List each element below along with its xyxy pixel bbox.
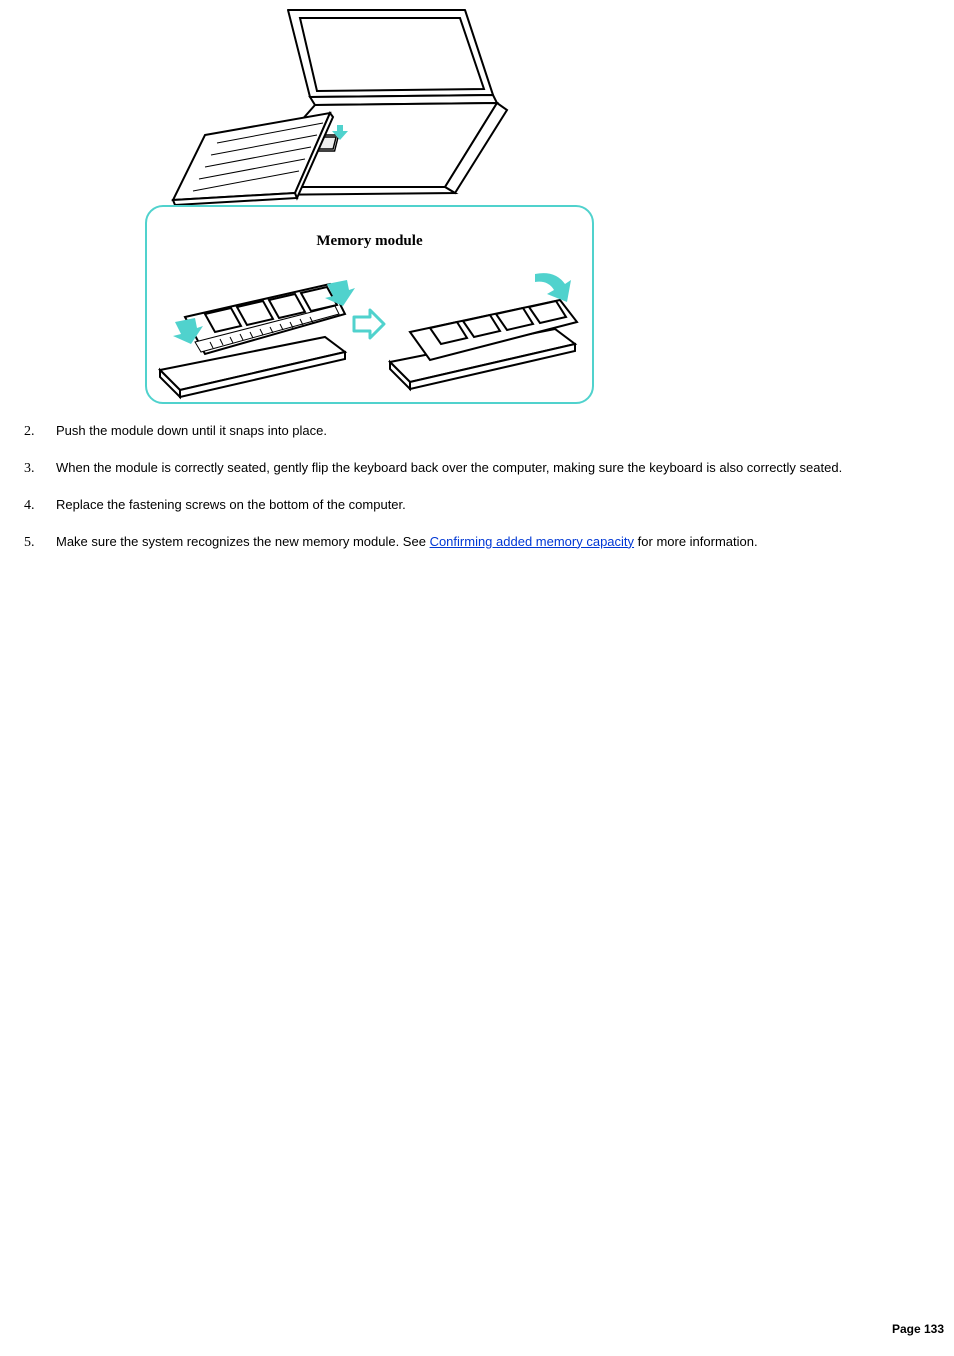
step-text: When the module is correctly seated, gen…	[56, 460, 842, 475]
step-2: Push the module down until it snaps into…	[38, 422, 936, 441]
laptop-illustration	[145, 5, 595, 205]
memory-module-left	[155, 262, 360, 405]
transition-arrow-icon	[352, 307, 386, 344]
memory-module-box: Memory module	[145, 205, 594, 404]
page: Memory module	[0, 5, 954, 1356]
page-number: Page 133	[892, 1322, 944, 1336]
step-3: When the module is correctly seated, gen…	[38, 459, 936, 478]
step-5: Make sure the system recognizes the new …	[38, 533, 936, 552]
step-text: Push the module down until it snaps into…	[56, 423, 327, 438]
step-text: Replace the fastening screws on the bott…	[56, 497, 406, 512]
confirming-memory-link[interactable]: Confirming added memory capacity	[430, 534, 634, 549]
steps-list: Push the module down until it snaps into…	[10, 422, 944, 551]
memory-module-label: Memory module	[147, 233, 592, 250]
memory-module-right	[385, 262, 590, 405]
figure-area: Memory module	[145, 5, 595, 404]
step-4: Replace the fastening screws on the bott…	[38, 496, 936, 515]
step-text-after: for more information.	[634, 534, 758, 549]
step-text-before: Make sure the system recognizes the new …	[56, 534, 430, 549]
laptop-svg	[145, 5, 595, 210]
